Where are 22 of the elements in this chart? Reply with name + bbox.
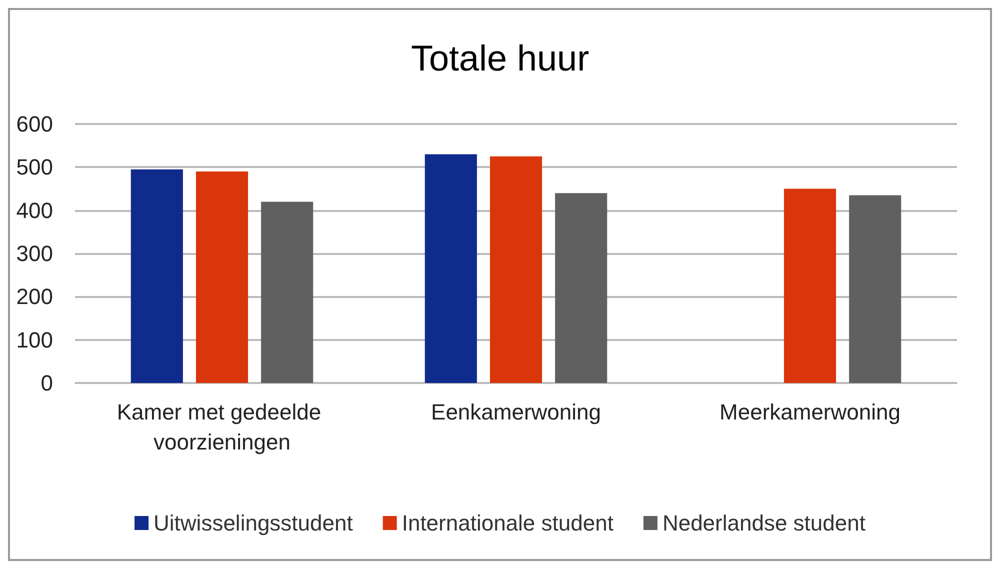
x-tick-label: Kamer met gedeelde voorzieningen [116,400,328,454]
bar [196,171,248,383]
y-tick-label: 200 [16,284,53,310]
y-tick-label: 400 [16,198,53,223]
chart-title: Totale huur [410,38,590,78]
y-tick-label: 0 [40,370,53,396]
x-tick-label: Meerkamerwoning [720,400,900,424]
bar [424,154,477,383]
legend-label: Nederlandse student [662,510,866,536]
legend-label: Uitwisselingsstudent [154,510,353,536]
bar [784,188,836,383]
bar [261,202,314,383]
bar [130,169,183,383]
x-tick-label: Eenkamerwoning [431,400,601,424]
bar [849,195,902,383]
legend-label: Internationale student [402,510,614,536]
y-tick-label: 500 [16,154,53,180]
bar [490,156,542,383]
bar [555,193,608,383]
y-tick-label: 600 [16,112,53,136]
y-tick-label: 100 [16,327,53,352]
y-tick-label: 300 [16,241,53,266]
